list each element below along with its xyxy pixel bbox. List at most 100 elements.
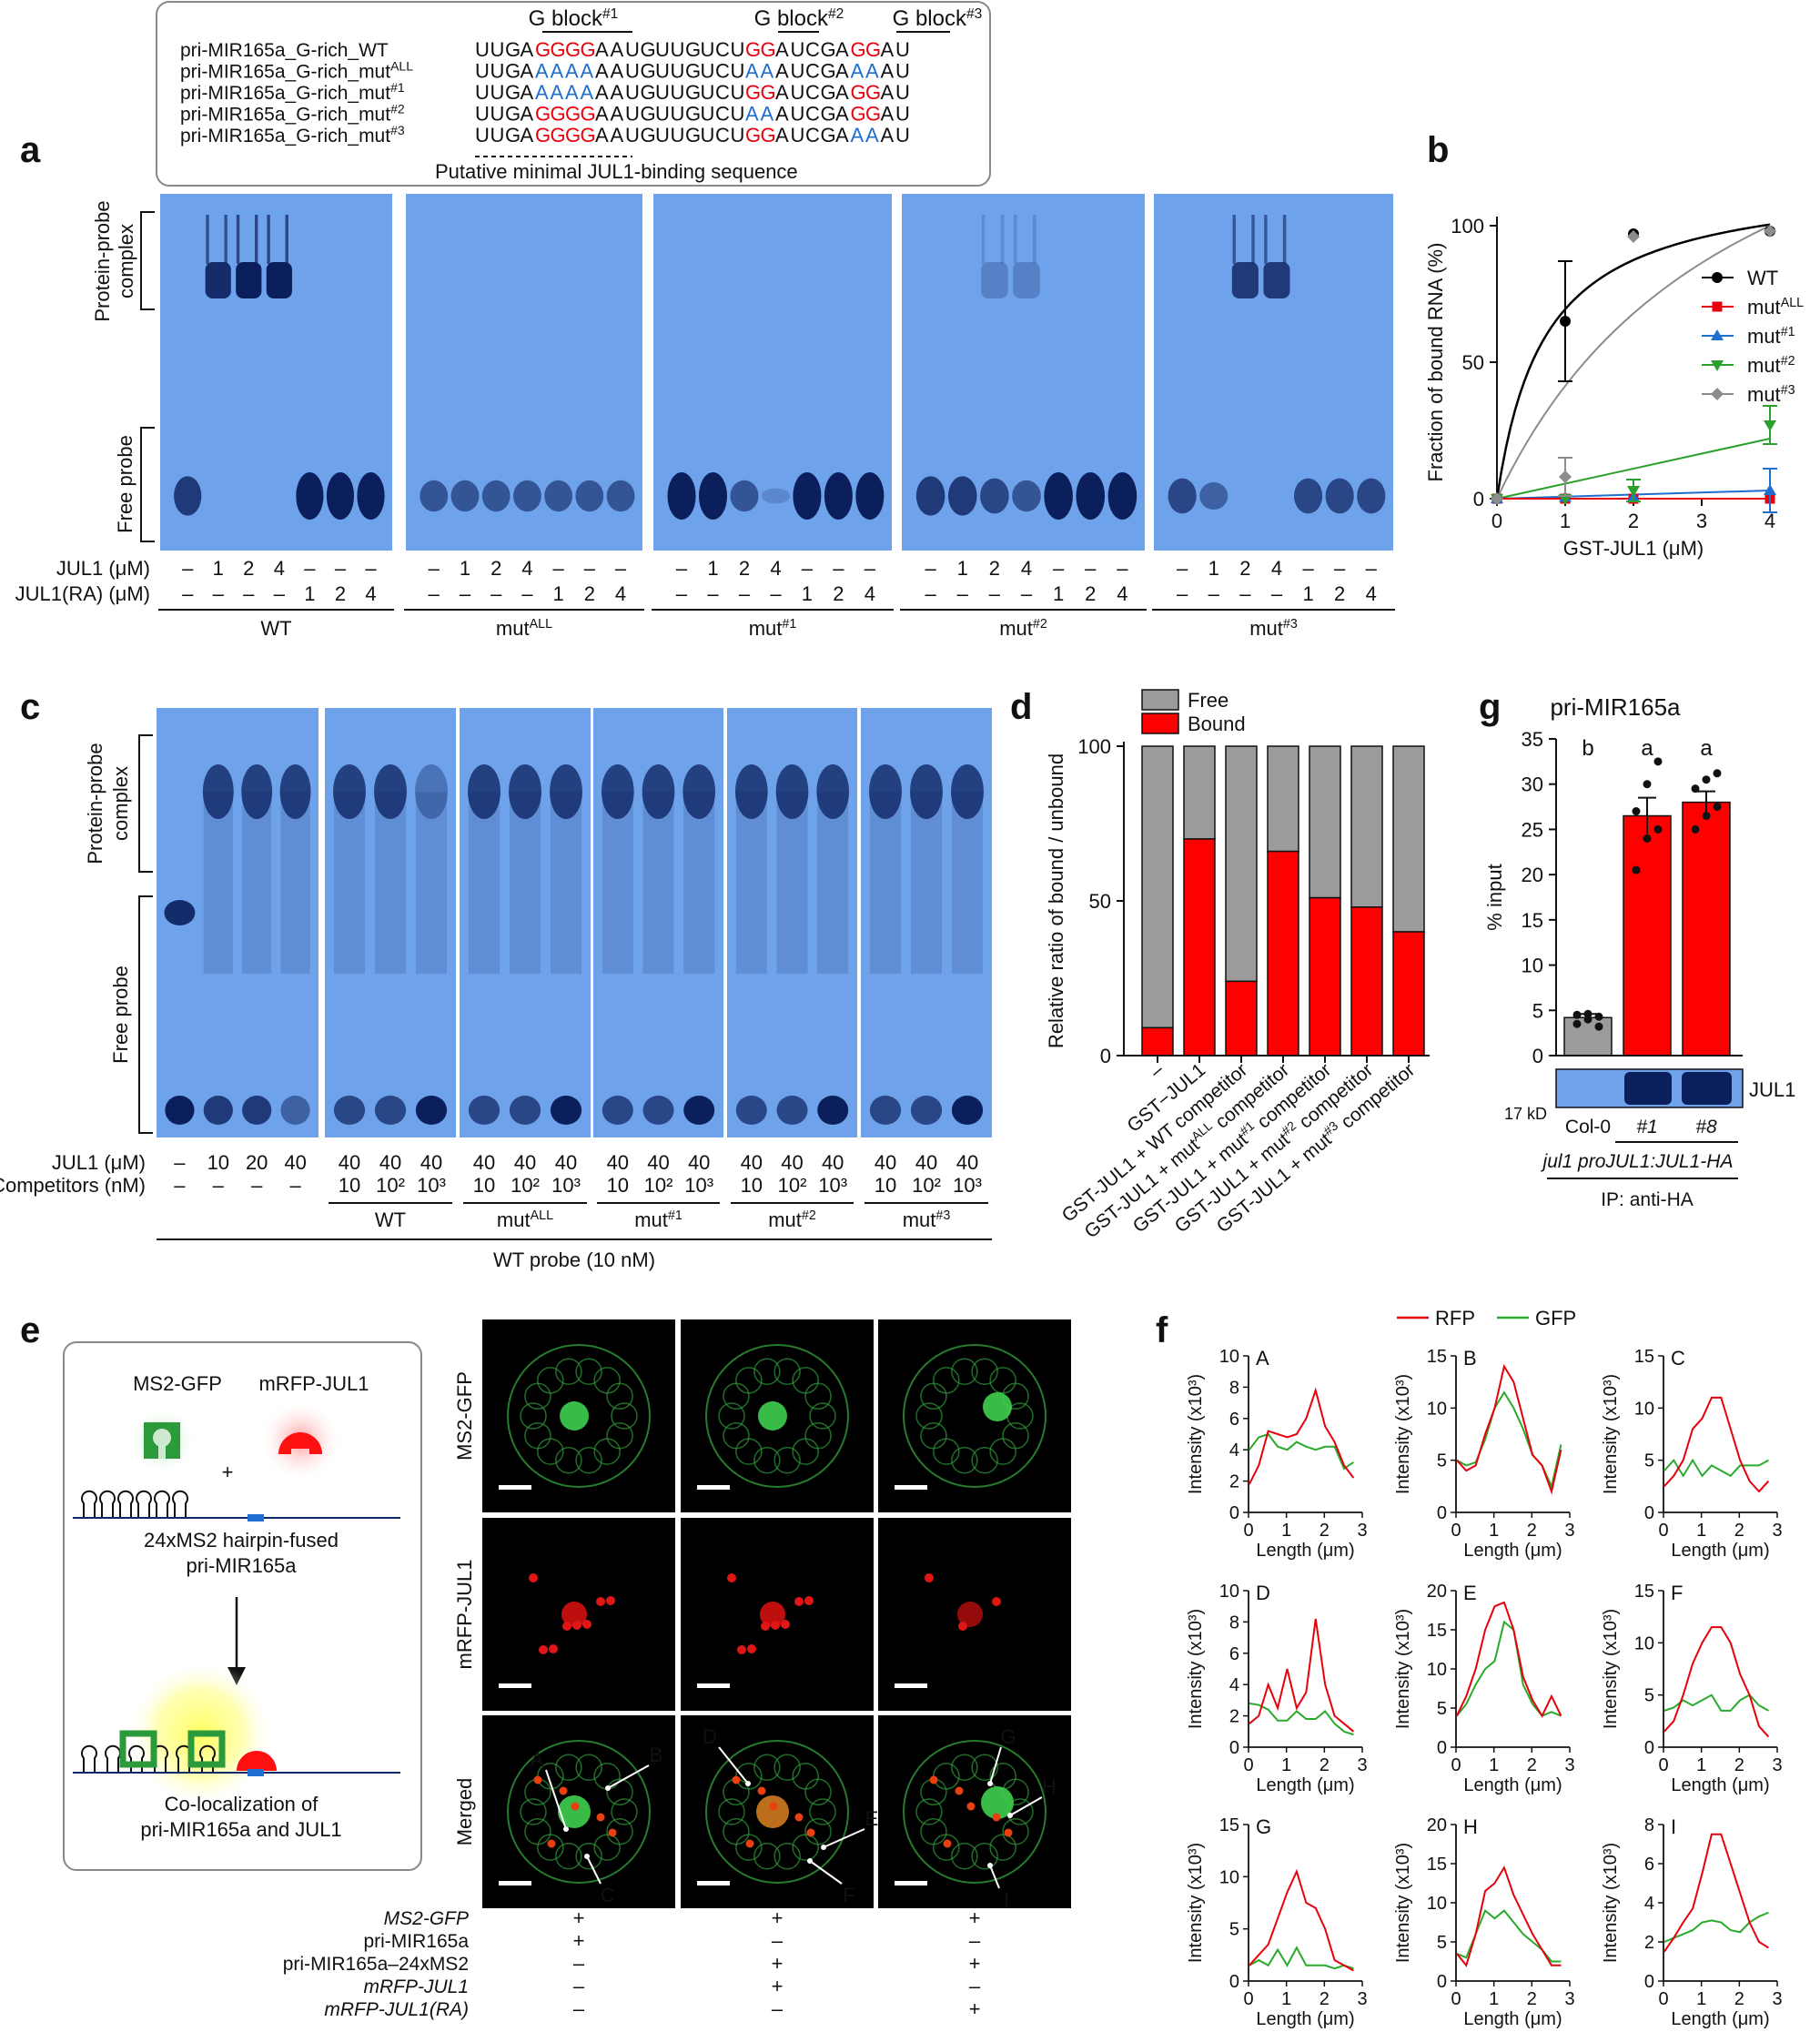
data-point (1764, 420, 1776, 431)
lane-value-jul1: 40 (688, 1151, 710, 1174)
free-probe-band (683, 1096, 715, 1125)
fit-curve-mut3 (1496, 225, 1771, 500)
lane-value-jul1: – (553, 557, 565, 580)
condition-value: + (969, 1997, 981, 2020)
profile-gfp (1249, 1946, 1354, 1970)
lane-value-jul1: – (365, 557, 377, 580)
x-axis-title: Length (μm) (1671, 1775, 1769, 1795)
jul1-bound (237, 1751, 277, 1771)
bar-free (1309, 745, 1341, 899)
sequence-box (156, 1, 991, 187)
unbound-probe-band (164, 900, 196, 925)
rfp-speckle (761, 1622, 770, 1631)
bar-bound (1350, 906, 1383, 1056)
merged-speckle (571, 1802, 580, 1811)
lane-value-competitor: 10³ (551, 1174, 581, 1197)
condition-value: + (772, 1975, 784, 1997)
panel-a-gels: ––1–2–4––1–2–4WT––1–2–4––1–2–4mutALL––1–… (15, 194, 1395, 640)
minimal-seq-label: Putative minimal JUL1-binding sequence (435, 160, 798, 183)
lane-value-jul1ra: 2 (335, 582, 346, 605)
micrograph (878, 1715, 1071, 1908)
competitor-group-label: mut#3 (903, 1208, 951, 1231)
legend-label: mut#3 (1747, 383, 1795, 406)
lane-value-competitor: 10² (376, 1174, 405, 1197)
y-tick-label: 2 (1644, 1933, 1654, 1953)
lane-value-jul1: 40 (956, 1151, 978, 1174)
lane-value-jul1ra: – (1239, 582, 1251, 605)
free-probe-band (642, 1096, 674, 1125)
fit-curve-mut2 (1496, 438, 1771, 500)
point-arrow-head (987, 1781, 993, 1786)
row-label: mRFP-JUL1 (453, 1559, 476, 1669)
lane-value-jul1: – (864, 557, 876, 580)
ms2-hairpin-bound (81, 1744, 97, 1773)
g-rich-site-bound (248, 1769, 264, 1776)
lane-value-jul1: 1 (213, 557, 224, 580)
free-probe-band (855, 472, 885, 520)
x-tick-label: 0 (1451, 1989, 1461, 2009)
nuclear-body (558, 1795, 591, 1828)
free-probe-band (824, 472, 853, 520)
lane-value-competitor: 10 (741, 1174, 763, 1197)
mrfp-jul1-symbol (278, 1432, 322, 1454)
free-probe-band (776, 1096, 808, 1125)
x-tick-label: 1 (1560, 510, 1571, 532)
rfp-speckle (781, 1620, 790, 1629)
free-probe-band (450, 480, 480, 512)
complex-label-2: complex (115, 224, 137, 298)
x-tick-label: 2 (1320, 1755, 1330, 1775)
ms2-hairpin (154, 1490, 170, 1518)
complex-smear (1251, 215, 1255, 264)
condition-value: + (772, 1952, 784, 1975)
point-label: B (650, 1744, 663, 1766)
rfp-speckle (529, 1573, 538, 1582)
point-label: H (1042, 1775, 1057, 1798)
free-bracket (140, 427, 155, 542)
y-tick-label: 0 (1644, 1972, 1654, 1992)
lane-value-jul1: 2 (243, 557, 254, 580)
data-point (1632, 807, 1641, 816)
lane-value-competitor: 10³ (818, 1174, 847, 1197)
lane-value-jul1: 1 (707, 557, 718, 580)
complex-band (1013, 262, 1040, 298)
lane-value-jul1: 40 (915, 1151, 937, 1174)
lane-value-competitor: 10² (912, 1174, 941, 1197)
y-tick-label: 10 (1427, 1399, 1447, 1419)
free-probe-band (509, 1096, 541, 1125)
complex-band (601, 764, 634, 819)
scale-bar (697, 1683, 730, 1688)
rfp-speckle (771, 1621, 780, 1630)
x-axis-title: Length (μm) (1463, 1775, 1562, 1795)
merged-speckle (559, 1786, 568, 1795)
cell-network (951, 1842, 978, 1870)
lane-value-jul1: – (1334, 557, 1346, 580)
point-arrow-head (821, 1845, 826, 1850)
x-tick-label: 2 (1527, 1755, 1537, 1775)
free-probe-band (280, 1096, 310, 1125)
nuclear-body-rfp (760, 1602, 785, 1627)
panel-label-a: a (20, 130, 41, 170)
complex-smear (951, 792, 984, 974)
competitor-group-label: mut#2 (768, 1208, 816, 1231)
free-probe-band (1107, 472, 1138, 520)
lane-value-jul1ra: 2 (584, 582, 595, 605)
complex-smear (981, 215, 986, 264)
data-point (1653, 757, 1663, 766)
condition-value: – (772, 1929, 784, 1952)
y-tick-label: 5 (1437, 1699, 1447, 1719)
x-tick-label: 2 (1527, 1989, 1537, 2009)
complex-band (550, 764, 582, 819)
panel-label-e: e (20, 1310, 40, 1350)
cell-network (718, 1798, 745, 1825)
bar (1623, 814, 1672, 1056)
merged-speckle (943, 1839, 952, 1848)
cell-network (920, 1817, 947, 1845)
free-probe-band (698, 472, 728, 520)
g-block-label: G block#3 (893, 6, 983, 32)
condition-value: + (969, 1906, 981, 1929)
profile-rfp (1248, 1387, 1355, 1485)
sequence-name: pri-MIR165a_G-rich_mutALL (180, 59, 413, 83)
point-arrow (545, 1769, 567, 1830)
free-probe-band (951, 1096, 984, 1125)
lane-value-jul1: 1 (1208, 557, 1219, 580)
